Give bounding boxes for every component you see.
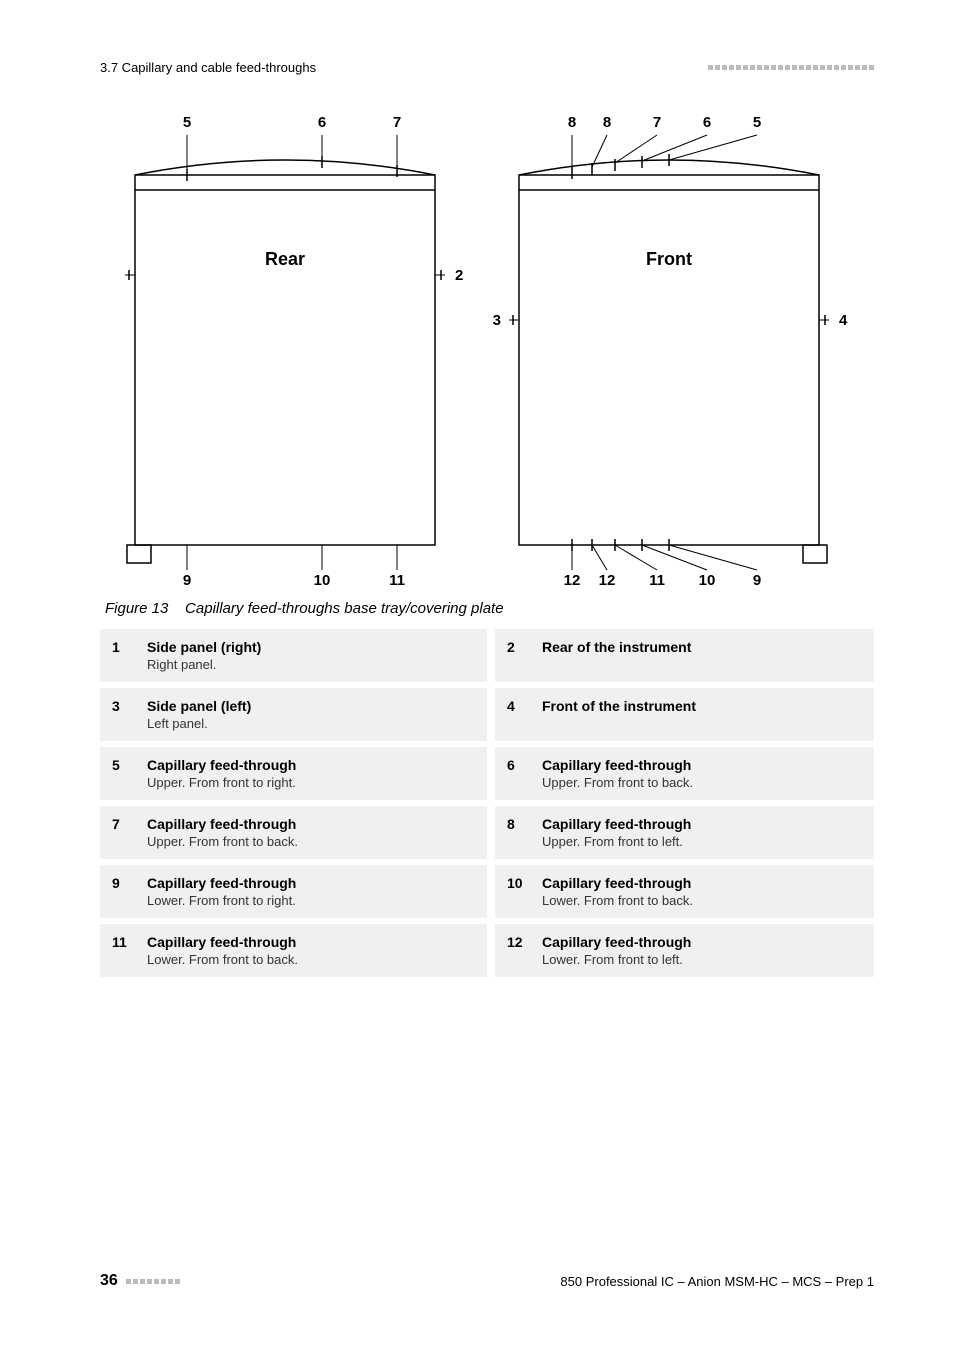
legend-number: 3: [112, 698, 147, 731]
legend-text: Front of the instrument: [542, 698, 862, 731]
header-decoration: [708, 65, 874, 70]
svg-text:8: 8: [603, 114, 611, 131]
legend-description: Upper. From front to right.: [147, 775, 475, 790]
footer-text: 850 Professional IC – Anion MSM-HC – MCS…: [560, 1274, 874, 1289]
front-top-callouts: 8 8 7 6 5: [568, 114, 761, 179]
legend-text: Capillary feed-through Lower. From front …: [147, 875, 475, 908]
legend-description: Lower. From front to right.: [147, 893, 475, 908]
legend-number: 6: [507, 757, 542, 790]
legend-title: Capillary feed-through: [542, 757, 862, 773]
rear-label: Rear: [265, 249, 305, 269]
legend-title: Capillary feed-through: [147, 934, 475, 950]
front-box-group: Front 8 8 7 6 5: [493, 114, 848, 589]
svg-text:8: 8: [568, 114, 576, 131]
legend-item: 1Side panel (right) Right panel.: [100, 629, 487, 688]
legend-item: 6Capillary feed-through Upper. From front…: [495, 747, 874, 806]
legend-title: Capillary feed-through: [147, 816, 475, 832]
legend-text: Capillary feed-through Lower. From front …: [542, 934, 862, 967]
legend-title: Capillary feed-through: [542, 816, 862, 832]
svg-text:7: 7: [393, 114, 401, 131]
figure-number: Figure 13: [105, 600, 168, 617]
svg-text:3: 3: [493, 312, 501, 329]
legend-description: Right panel.: [147, 657, 475, 672]
svg-text:5: 5: [753, 114, 761, 131]
legend-item: 4Front of the instrument: [495, 688, 874, 747]
legend-description: Left panel.: [147, 716, 475, 731]
legend-item: 2Rear of the instrument: [495, 629, 874, 688]
legend-text: Side panel (right) Right panel.: [147, 639, 475, 672]
legend-item: 12Capillary feed-through Lower. From fron…: [495, 924, 874, 983]
page-footer: 36 850 Professional IC – Anion MSM-HC – …: [100, 1272, 874, 1290]
legend-description: Upper. From front to left.: [542, 834, 862, 849]
legend-number: 11: [112, 934, 147, 967]
svg-text:6: 6: [318, 114, 326, 131]
legend-text: Side panel (left) Left panel.: [147, 698, 475, 731]
legend-item: 9Capillary feed-through Lower. From front…: [100, 865, 487, 924]
legend-number: 4: [507, 698, 542, 731]
section-title: 3.7 Capillary and cable feed-throughs: [100, 60, 316, 75]
legend-item: 10Capillary feed-through Lower. From fron…: [495, 865, 874, 924]
rear-top-callouts: 5 6 7: [183, 114, 401, 181]
legend-number: 12: [507, 934, 542, 967]
diagram-svg: Rear 5 6 7 9 10: [117, 105, 857, 590]
front-label: Front: [646, 249, 692, 269]
legend-description: Lower. From front to back.: [147, 952, 475, 967]
figure-caption: Figure 13 Capillary feed-throughs base t…: [105, 600, 874, 617]
legend-item: 3Side panel (left) Left panel.: [100, 688, 487, 747]
legend-title: Capillary feed-through: [147, 875, 475, 891]
legend-number: 9: [112, 875, 147, 908]
legend-item: 7Capillary feed-through Upper. From front…: [100, 806, 487, 865]
technical-diagram: Rear 5 6 7 9 10: [117, 105, 857, 590]
legend-number: 8: [507, 816, 542, 849]
svg-text:5: 5: [183, 114, 191, 131]
legend-number: 2: [507, 639, 542, 672]
legend-title: Side panel (left): [147, 698, 475, 714]
svg-text:9: 9: [183, 572, 191, 589]
svg-text:9: 9: [753, 572, 761, 589]
legend-number: 7: [112, 816, 147, 849]
legend-text: Capillary feed-through Lower. From front …: [147, 934, 475, 967]
svg-text:10: 10: [699, 572, 716, 589]
legend-title: Rear of the instrument: [542, 639, 862, 655]
page-header: 3.7 Capillary and cable feed-throughs: [100, 60, 874, 75]
legend-description: Upper. From front to back.: [147, 834, 475, 849]
footer-decoration: [126, 1279, 180, 1284]
legend-text: Capillary feed-through Upper. From front …: [147, 816, 475, 849]
svg-text:6: 6: [703, 114, 711, 131]
svg-text:12: 12: [599, 572, 616, 589]
svg-text:12: 12: [564, 572, 581, 589]
legend-text: Capillary feed-through Upper. From front …: [542, 757, 862, 790]
legend-item: 5Capillary feed-through Upper. From front…: [100, 747, 487, 806]
legend-title: Capillary feed-through: [147, 757, 475, 773]
legend-number: 1: [112, 639, 147, 672]
legend-table: 1Side panel (right) Right panel. 2Rear of …: [100, 629, 874, 983]
legend-title: Capillary feed-through: [542, 875, 862, 891]
front-bottom-callouts: 12 12 11 10 9: [564, 539, 762, 589]
legend-description: Lower. From front to left.: [542, 952, 862, 967]
legend-description: Lower. From front to back.: [542, 893, 862, 908]
page-number: 36: [100, 1272, 118, 1290]
rear-box-group: Rear 5 6 7 9 10: [117, 114, 463, 589]
legend-text: Capillary feed-through Upper. From front …: [542, 816, 862, 849]
caption-text: Capillary feed-throughs base tray/coveri…: [185, 600, 504, 617]
legend-text: Capillary feed-through Lower. From front …: [542, 875, 862, 908]
legend-item: 8Capillary feed-through Upper. From front…: [495, 806, 874, 865]
svg-text:10: 10: [314, 572, 331, 589]
svg-text:7: 7: [653, 114, 661, 131]
legend-title: Front of the instrument: [542, 698, 862, 714]
legend-text: Capillary feed-through Upper. From front …: [147, 757, 475, 790]
svg-text:2: 2: [455, 267, 463, 284]
legend-title: Capillary feed-through: [542, 934, 862, 950]
legend-text: Rear of the instrument: [542, 639, 862, 672]
footer-left: 36: [100, 1272, 180, 1290]
legend-item: 11Capillary feed-through Lower. From fron…: [100, 924, 487, 983]
rear-bottom-callouts: 9 10 11: [183, 545, 405, 589]
legend-number: 10: [507, 875, 542, 908]
legend-number: 5: [112, 757, 147, 790]
svg-text:11: 11: [649, 572, 665, 589]
legend-title: Side panel (right): [147, 639, 475, 655]
svg-text:4: 4: [839, 312, 848, 329]
svg-text:11: 11: [389, 572, 405, 589]
legend-description: Upper. From front to back.: [542, 775, 862, 790]
